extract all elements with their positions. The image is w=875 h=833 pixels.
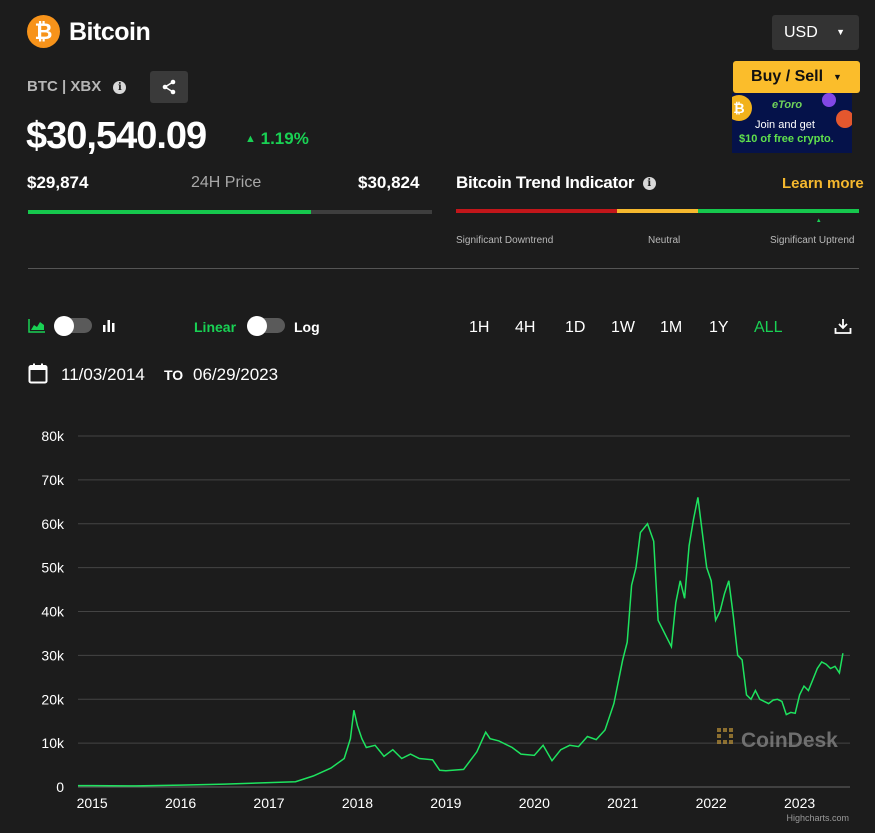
price-change: ▲ 1.19% <box>245 129 309 149</box>
x-tick-label: 2015 <box>77 795 108 811</box>
linear-scale-label[interactable]: Linear <box>194 319 237 335</box>
trend-label-neutral: Neutral <box>648 235 681 246</box>
chart-type-toggle-knob <box>54 316 74 336</box>
price-series-line <box>78 497 844 787</box>
ad-chain-icon <box>822 93 836 107</box>
trend-title-text: Bitcoin Trend Indicator <box>456 173 635 192</box>
trend-indicator-title: Bitcoin Trend Indicator i <box>456 173 656 193</box>
buy-sell-button[interactable]: Buy / Sell ▼ <box>733 61 860 93</box>
y-tick-label: 80k <box>41 428 65 444</box>
timeframe-1w[interactable]: 1W <box>611 319 635 336</box>
y-tick-label: 30k <box>41 647 65 663</box>
calendar-glyph <box>28 363 48 384</box>
buy-sell-label: Buy / Sell <box>751 68 824 85</box>
date-from[interactable]: 11/03/2014 <box>61 365 145 384</box>
page-title: Bitcoin <box>69 18 151 46</box>
date-to-label: TO <box>164 367 184 383</box>
x-tick-label: 2019 <box>430 795 461 811</box>
download-button[interactable] <box>834 317 852 340</box>
x-axis-labels: 2015 2016 2017 2018 2019 2020 2021 2022 2023 <box>77 795 816 811</box>
caret-down-icon: ▼ <box>833 72 842 82</box>
ad-line2: $10 of free crypto. <box>739 133 834 145</box>
trend-segment <box>617 209 698 213</box>
trend-segment <box>536 209 618 213</box>
x-tick-label: 2016 <box>165 795 196 811</box>
chart-type-toggle[interactable] <box>54 316 92 336</box>
area-chart-icon[interactable] <box>28 317 46 338</box>
bar-chart-icon[interactable] <box>102 317 118 338</box>
etoro-ad[interactable]: ₿ eToro Join and get $10 of free crypto. <box>732 93 852 153</box>
trend-segment <box>697 209 779 213</box>
trend-segment <box>456 209 537 213</box>
x-tick-label: 2021 <box>607 795 638 811</box>
info-icon[interactable]: i <box>113 81 127 94</box>
trend-segment <box>778 209 859 213</box>
x-tick-label: 2018 <box>342 795 373 811</box>
learn-more-link[interactable]: Learn more <box>782 175 864 192</box>
share-icon <box>162 79 176 95</box>
y-tick-label: 20k <box>41 691 65 707</box>
download-icon <box>834 319 852 334</box>
ad-line1: Join and get <box>755 119 815 131</box>
date-to[interactable]: 06/29/2023 <box>193 365 279 384</box>
coindesk-watermark: CoinDesk <box>717 728 838 752</box>
range-bar-fill <box>28 210 311 214</box>
timeframe-all[interactable]: ALL <box>754 319 783 336</box>
y-tick-label: 70k <box>41 472 65 488</box>
x-tick-label: 2017 <box>253 795 284 811</box>
timeframe-1y[interactable]: 1Y <box>709 319 729 336</box>
price-change-value: 1.19% <box>260 129 309 148</box>
range-label: 24H Price <box>191 174 262 191</box>
share-button[interactable] <box>150 71 188 103</box>
y-axis-labels: 0 10k 20k 30k 40k 50k 60k 70k 80k <box>41 428 65 795</box>
y-tick-label: 10k <box>41 735 65 751</box>
trend-label-downtrend: Significant Downtrend <box>456 235 554 246</box>
y-tick-label: 50k <box>41 560 65 576</box>
calendar-icon[interactable] <box>28 363 48 389</box>
watermark-text: CoinDesk <box>741 729 838 752</box>
caret-down-icon: ▼ <box>836 27 845 37</box>
ticker-label: BTC | XBX <box>27 78 102 95</box>
highcharts-credit[interactable]: Highcharts.com <box>786 813 849 823</box>
area-chart-glyph <box>28 319 45 333</box>
range-bar <box>28 210 432 214</box>
x-tick-label: 2020 <box>519 795 550 811</box>
range-high: $30,824 <box>358 173 420 192</box>
trend-marker-icon: ▲ <box>815 218 822 224</box>
currency-select[interactable]: USD ▼ <box>772 15 859 50</box>
timeframe-1h[interactable]: 1H <box>469 319 490 336</box>
ad-brand: eToro <box>772 99 803 111</box>
ad-coin-icon: ₿ <box>732 95 752 121</box>
trend-bar <box>456 209 859 213</box>
currency-value: USD <box>784 23 818 41</box>
chart-grid <box>78 435 850 788</box>
info-icon[interactable]: i <box>642 177 656 190</box>
current-price: $30,540.09 <box>26 115 207 157</box>
y-tick-label: 40k <box>41 604 65 620</box>
divider <box>28 268 859 269</box>
timeframe-1m[interactable]: 1M <box>660 319 683 336</box>
x-tick-label: 2023 <box>784 795 815 811</box>
bar-chart-glyph <box>103 320 115 332</box>
log-scale-label[interactable]: Log <box>294 319 320 335</box>
bitcoin-icon: ₿ <box>27 15 60 48</box>
y-tick-label: 60k <box>41 516 65 532</box>
trend-label-uptrend: Significant Uptrend <box>770 235 855 246</box>
up-arrow-icon: ▲ <box>245 133 256 145</box>
scale-toggle-knob <box>247 316 267 336</box>
ad-shib-icon <box>836 110 852 128</box>
ticker-symbol: BTC | XBX i <box>27 78 127 95</box>
x-tick-label: 2022 <box>696 795 727 811</box>
timeframe-4h[interactable]: 4H <box>515 319 536 336</box>
timeframe-1d[interactable]: 1D <box>565 319 586 336</box>
scale-toggle[interactable] <box>247 316 285 336</box>
y-tick-label: 0 <box>56 779 64 795</box>
range-low: $29,874 <box>27 173 89 192</box>
